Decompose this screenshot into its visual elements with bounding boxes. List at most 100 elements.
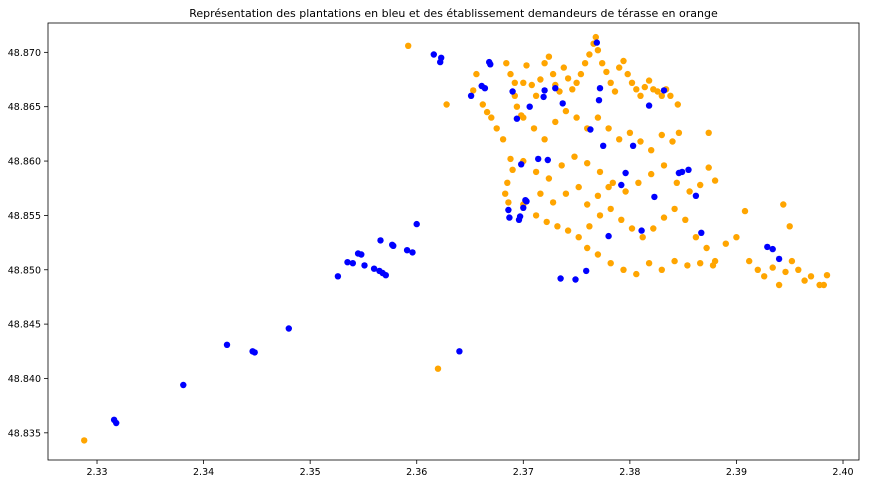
terrasse-point xyxy=(541,60,548,67)
chart-title: Représentation des plantations en bleu e… xyxy=(189,7,718,20)
terrasse-point xyxy=(733,234,740,241)
terrasse-point xyxy=(537,190,544,197)
terrasse-point xyxy=(620,266,627,273)
terrasse-point xyxy=(628,225,636,232)
terrasse-point xyxy=(807,273,815,280)
terrasse-point xyxy=(645,260,653,267)
terrasse-point xyxy=(705,129,712,136)
terrasse-point xyxy=(81,437,88,444)
terrasse-point xyxy=(545,53,553,60)
plantation-point xyxy=(775,255,783,263)
plantation-point xyxy=(596,85,604,92)
plantation-point xyxy=(629,142,637,149)
terrasse-point xyxy=(605,125,612,132)
terrasse-point xyxy=(443,101,450,108)
plantation-point xyxy=(403,247,411,254)
plantation-point xyxy=(370,265,378,272)
terrasse-point xyxy=(470,87,477,94)
terrasse-point xyxy=(596,168,604,176)
terrasse-point xyxy=(530,125,538,132)
terrasse-point xyxy=(543,218,550,226)
terrasse-point xyxy=(499,136,507,143)
plantation-point xyxy=(513,115,521,122)
terrasse-point xyxy=(775,281,783,289)
plantation-point xyxy=(344,259,351,266)
terrasse-point xyxy=(650,225,657,232)
terrasse-point xyxy=(573,79,580,87)
x-tick-label: 2.33 xyxy=(86,467,107,478)
terrasse-point xyxy=(780,201,787,208)
terrasse-point xyxy=(569,86,576,93)
terrasse-point xyxy=(594,192,602,199)
terrasse-point xyxy=(658,131,665,139)
terrasse-point xyxy=(554,223,561,230)
terrasse-point xyxy=(537,76,544,83)
terrasse-point xyxy=(558,162,565,169)
terrasse-point xyxy=(669,138,676,145)
terrasse-point xyxy=(560,64,567,71)
terrasse-point xyxy=(520,79,527,87)
terrasse-point xyxy=(801,277,808,284)
terrasse-point xyxy=(605,183,612,191)
terrasse-point xyxy=(697,260,704,267)
terrasse-point xyxy=(581,60,589,67)
y-tick-label: 48.840 xyxy=(8,374,41,385)
x-tick-label: 2.38 xyxy=(619,467,640,478)
terrasse-point xyxy=(746,257,753,265)
plantation-point xyxy=(516,213,524,220)
plantation-point xyxy=(557,275,564,282)
plantation-point xyxy=(593,39,600,46)
terrasse-point xyxy=(637,138,644,145)
terrasse-point xyxy=(761,273,768,280)
plantation-point xyxy=(509,88,516,95)
terrasse-point xyxy=(635,179,642,186)
x-tick-label: 2.34 xyxy=(193,467,214,478)
terrasse-point xyxy=(511,79,518,87)
terrasse-point xyxy=(741,207,749,215)
terrasse-point xyxy=(667,92,674,100)
plantation-point xyxy=(361,262,368,269)
plantation-point xyxy=(456,348,463,355)
y-tick-label: 48.835 xyxy=(8,428,41,439)
terrasse-point xyxy=(616,136,623,143)
plantation-point xyxy=(587,126,594,133)
terrasse-point xyxy=(722,240,729,247)
terrasse-point xyxy=(624,70,631,78)
terrasse-point xyxy=(674,101,681,108)
terrasse-point xyxy=(571,153,578,160)
terrasse-point xyxy=(545,175,553,182)
terrasse-point xyxy=(532,92,540,100)
y-tick-label: 48.845 xyxy=(8,320,41,331)
terrasse-point xyxy=(620,57,627,65)
terrasse-point xyxy=(586,223,593,230)
terrasse-point xyxy=(658,92,665,100)
x-tick-label: 2.36 xyxy=(406,467,427,478)
plantation-point xyxy=(764,243,771,251)
x-tick-label: 2.35 xyxy=(300,467,321,478)
terrasse-point xyxy=(673,179,680,186)
terrasse-point xyxy=(686,188,693,195)
terrasse-point xyxy=(493,125,500,132)
plantation-point xyxy=(651,193,658,201)
terrasse-point xyxy=(594,47,602,54)
terrasse-point xyxy=(552,118,559,126)
plantation-point xyxy=(535,155,542,163)
terrasse-point xyxy=(596,212,604,219)
terrasse-point xyxy=(483,108,491,116)
terrasse-point xyxy=(549,199,557,206)
plantation-point xyxy=(180,381,187,389)
plantation-point xyxy=(638,227,645,234)
terrasse-point xyxy=(607,79,614,87)
plantation-point xyxy=(605,232,612,240)
terrasse-point xyxy=(573,114,580,121)
plantation-point xyxy=(251,349,258,356)
terrasse-point xyxy=(584,244,591,252)
terrasse-point xyxy=(503,60,510,67)
terrasse-point xyxy=(513,103,521,110)
plantation-point xyxy=(583,267,590,275)
plantation-point xyxy=(382,272,389,279)
terrasse-point xyxy=(711,177,719,184)
terrasse-point xyxy=(523,62,530,69)
plantation-point xyxy=(526,103,533,110)
plantation-point xyxy=(113,419,120,427)
